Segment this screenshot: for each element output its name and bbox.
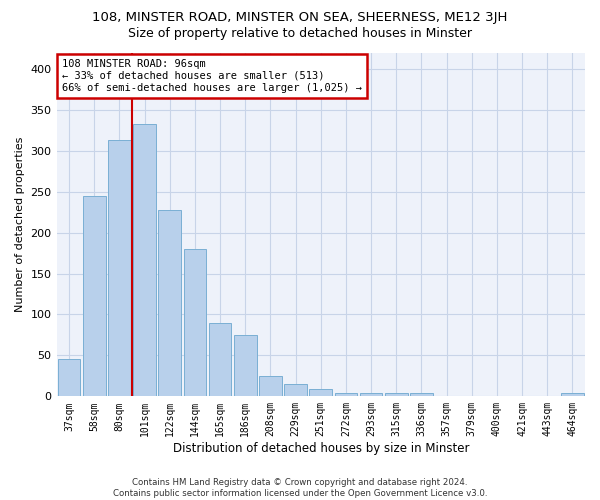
Bar xyxy=(259,376,282,396)
Bar xyxy=(58,360,80,397)
Text: Size of property relative to detached houses in Minster: Size of property relative to detached ho… xyxy=(128,28,472,40)
Bar xyxy=(310,389,332,396)
Bar xyxy=(108,140,131,396)
Bar xyxy=(83,196,106,396)
Text: Contains HM Land Registry data © Crown copyright and database right 2024.
Contai: Contains HM Land Registry data © Crown c… xyxy=(113,478,487,498)
Bar xyxy=(184,249,206,396)
Bar xyxy=(335,393,357,396)
Bar xyxy=(410,393,433,396)
X-axis label: Distribution of detached houses by size in Minster: Distribution of detached houses by size … xyxy=(173,442,469,455)
Y-axis label: Number of detached properties: Number of detached properties xyxy=(15,136,25,312)
Bar xyxy=(385,393,407,396)
Text: 108, MINSTER ROAD, MINSTER ON SEA, SHEERNESS, ME12 3JH: 108, MINSTER ROAD, MINSTER ON SEA, SHEER… xyxy=(92,11,508,24)
Bar xyxy=(133,124,156,396)
Bar xyxy=(284,384,307,396)
Text: 108 MINSTER ROAD: 96sqm
← 33% of detached houses are smaller (513)
66% of semi-d: 108 MINSTER ROAD: 96sqm ← 33% of detache… xyxy=(62,60,362,92)
Bar xyxy=(158,210,181,396)
Bar xyxy=(234,335,257,396)
Bar xyxy=(360,393,382,396)
Bar xyxy=(561,393,584,396)
Bar xyxy=(209,322,232,396)
